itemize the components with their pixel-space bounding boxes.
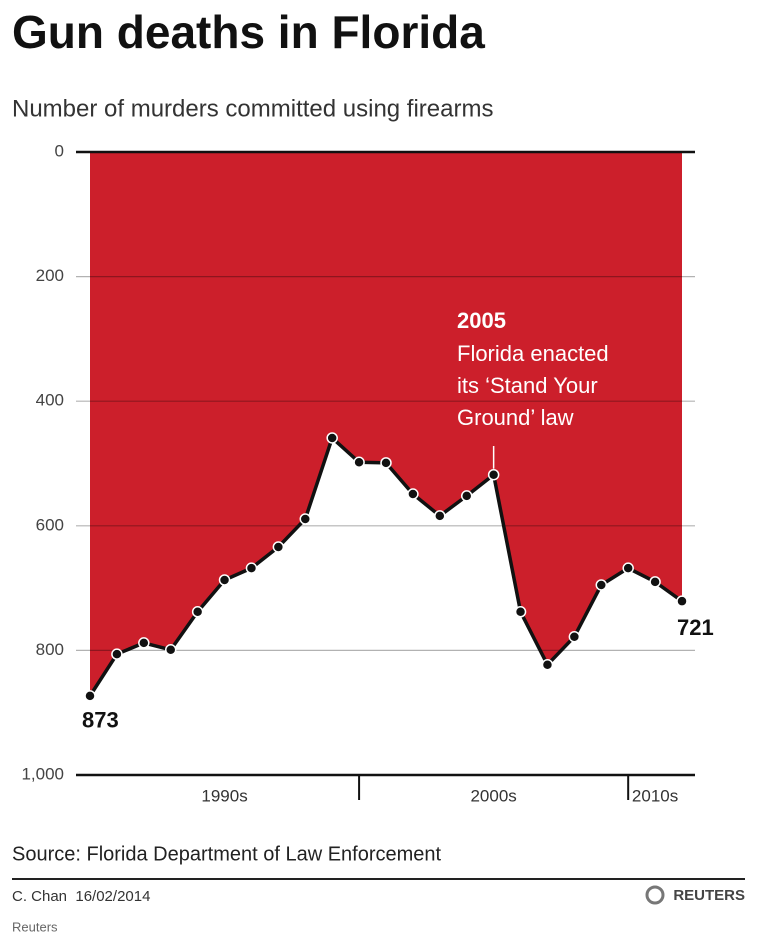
footer: Reuters — [12, 919, 58, 934]
point — [460, 490, 473, 502]
point — [380, 457, 392, 469]
y-tick-label: 600 — [36, 515, 64, 534]
annotation-text: Ground’ law — [457, 405, 574, 430]
y-tick-label: 400 — [36, 391, 64, 410]
point — [407, 488, 419, 500]
point — [541, 658, 554, 671]
point — [514, 606, 527, 618]
point — [218, 574, 231, 586]
annotation-text: its ‘Stand Your — [457, 373, 598, 398]
credit: C. Chan 16/02/2014 — [12, 888, 150, 905]
point — [299, 513, 312, 525]
chart-title: Gun deaths in Florida — [12, 6, 485, 58]
annotation-title: 2005 — [457, 308, 506, 333]
point — [272, 541, 285, 553]
data-label: 721 — [677, 615, 714, 640]
area — [90, 152, 682, 696]
x-tick-label: 1990s — [201, 786, 247, 805]
y-tick-label: 0 — [55, 141, 64, 160]
brand: REUTERS — [673, 887, 745, 904]
point — [434, 510, 446, 522]
y-tick-label: 1,000 — [21, 764, 64, 783]
point — [595, 579, 608, 591]
x-tick-label: 2000s — [470, 786, 516, 805]
data-label: 873 — [82, 708, 119, 733]
point — [138, 637, 150, 649]
point — [487, 468, 500, 481]
point — [191, 606, 204, 618]
point — [326, 432, 338, 444]
chart-subtitle: Number of murders committed using firear… — [12, 95, 493, 122]
point — [84, 690, 96, 702]
annotation-text: Florida enacted — [457, 341, 609, 366]
x-tick-label: 2010s — [632, 786, 678, 805]
point — [245, 562, 258, 574]
point — [676, 595, 688, 607]
point — [622, 562, 634, 574]
point — [649, 576, 661, 588]
point — [568, 630, 581, 643]
point — [353, 456, 365, 469]
brand-logo — [645, 885, 665, 905]
source: Source: Florida Department of Law Enforc… — [12, 843, 442, 865]
y-tick-label: 800 — [36, 640, 64, 659]
y-tick-label: 200 — [36, 266, 64, 285]
point — [111, 648, 123, 660]
point — [164, 644, 177, 656]
